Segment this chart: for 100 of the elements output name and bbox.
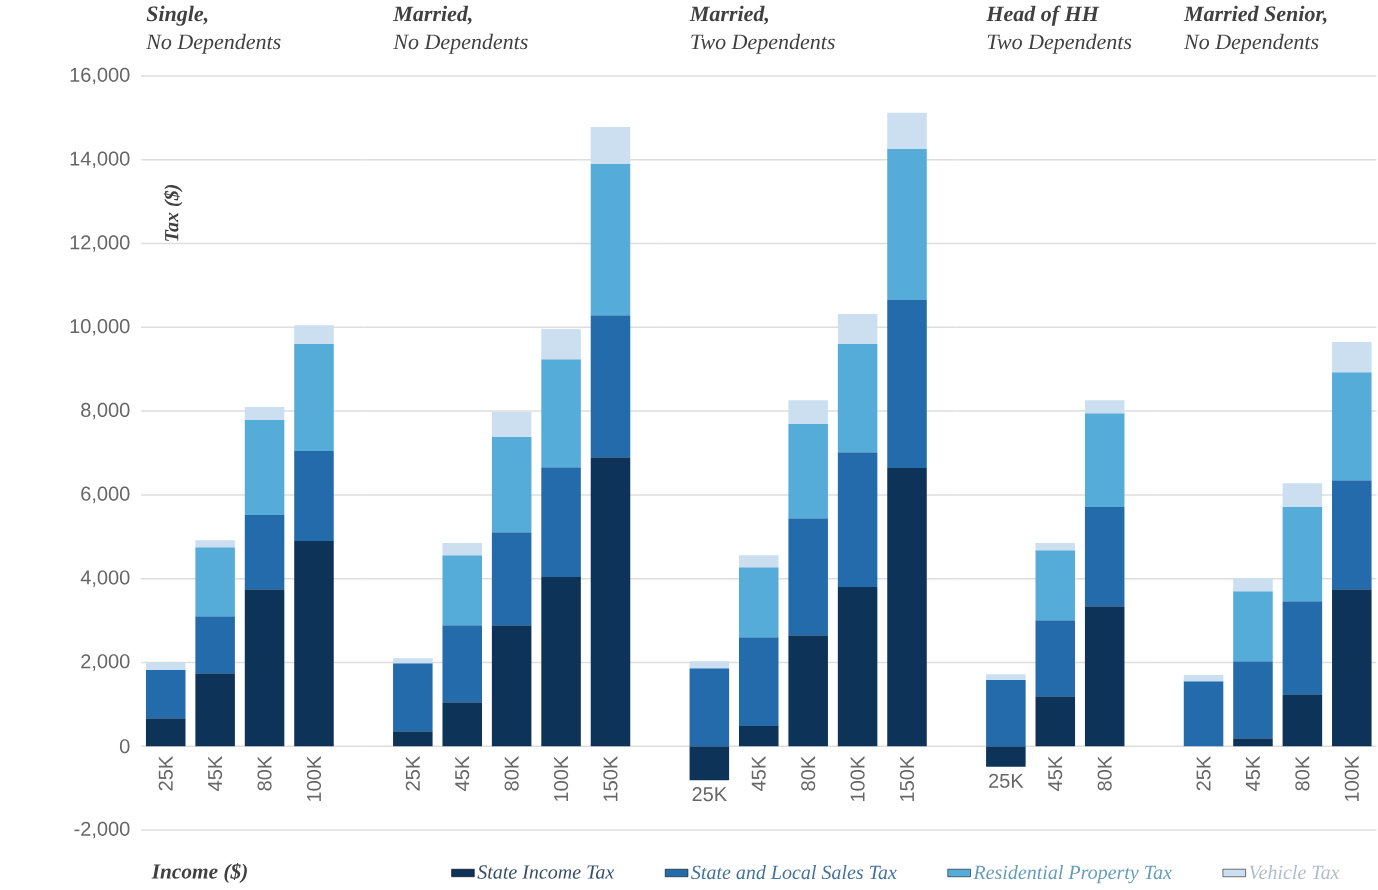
- bar: [1282, 601, 1323, 695]
- legend-label: State Income Tax: [477, 865, 615, 879]
- bar: [590, 315, 631, 458]
- x-tick-label: 25K: [989, 773, 1024, 788]
- bar: [590, 127, 631, 164]
- chart-title: Head of HH: [986, 5, 1100, 26]
- bar: [738, 637, 779, 727]
- bar: [887, 300, 927, 469]
- x-tick-label: 100K: [553, 756, 569, 801]
- bar: [393, 658, 433, 664]
- bar: [145, 669, 186, 719]
- bar: [541, 467, 581, 577]
- bar: [788, 635, 828, 747]
- bar: [145, 718, 186, 747]
- bar: [393, 663, 433, 732]
- bar: [1084, 413, 1125, 508]
- x-tick-label: 25K: [158, 756, 173, 791]
- y-axis-title: Tax ($): [163, 184, 183, 241]
- bar: [491, 625, 532, 747]
- bar: [1282, 507, 1323, 602]
- x-tick-label: 25K: [692, 787, 727, 802]
- x-tick-label: 45K: [751, 756, 766, 791]
- x-tick-label: 25K: [405, 756, 420, 791]
- bar: [491, 411, 532, 438]
- bar: [1332, 589, 1372, 747]
- bar: [590, 163, 631, 316]
- bar: [1035, 543, 1076, 551]
- x-tick-label: 100K: [850, 756, 865, 801]
- bar: [1282, 483, 1323, 508]
- bar: [788, 424, 828, 519]
- bar: [1332, 480, 1372, 590]
- bar: [541, 359, 581, 468]
- bar: [986, 674, 1026, 681]
- bar: [442, 625, 482, 703]
- bar: [294, 325, 334, 345]
- bar: [738, 567, 779, 638]
- bar: [590, 457, 631, 747]
- x-tick-label: 80K: [1097, 756, 1112, 791]
- bar: [837, 452, 878, 588]
- bar: [1233, 661, 1273, 739]
- bar: [837, 344, 878, 453]
- bar: [145, 662, 186, 670]
- x-tick-label: 150K: [899, 756, 915, 801]
- bar: [244, 419, 285, 515]
- bar: [689, 746, 730, 781]
- chart-subtitle: Two Dependents: [987, 33, 1132, 54]
- bar: [1035, 696, 1076, 747]
- y-tick-label: 2,000: [81, 654, 130, 671]
- bar: [491, 437, 532, 533]
- chart-subtitle: No Dependents: [146, 33, 281, 54]
- bar: [442, 555, 482, 626]
- chart-title: Married,: [689, 5, 769, 25]
- bar: [738, 555, 779, 568]
- y-tick-label: -2,000: [74, 821, 130, 839]
- bar: [689, 661, 730, 669]
- x-tick-label: 80K: [1295, 756, 1310, 791]
- bar: [837, 313, 878, 345]
- bar: [1332, 372, 1372, 481]
- bar: [1332, 341, 1372, 373]
- bar: [887, 112, 927, 149]
- bar: [244, 514, 285, 590]
- bar: [195, 673, 235, 747]
- y-tick-label: 6,000: [81, 486, 130, 504]
- bar: [1233, 738, 1273, 747]
- bar: [195, 547, 235, 617]
- bar: [1084, 400, 1125, 414]
- x-tick-label: 100K: [306, 756, 322, 801]
- y-tick-label: 10,000: [70, 319, 130, 336]
- x-tick-label: 80K: [801, 756, 816, 791]
- bar: [837, 587, 878, 747]
- bar: [887, 468, 927, 747]
- y-tick-label: 0: [119, 739, 130, 754]
- bar: [195, 540, 235, 548]
- bar: [1035, 620, 1076, 697]
- x-tick-label: 45K: [1245, 756, 1260, 791]
- bar: [738, 726, 779, 747]
- bar: [491, 532, 532, 626]
- y-tick-label: 14,000: [70, 151, 130, 169]
- bar: [294, 540, 334, 747]
- chart-subtitle: No Dependents: [1183, 33, 1319, 54]
- x-tick-label: 45K: [1048, 756, 1063, 791]
- bar: [986, 680, 1026, 747]
- chart-subtitle: No Dependents: [393, 33, 528, 54]
- x-tick-label: 80K: [504, 756, 519, 791]
- bar: [1183, 675, 1224, 682]
- bar: [1035, 550, 1076, 621]
- y-tick-label: 8,000: [81, 402, 130, 420]
- bar: [541, 576, 581, 747]
- bar: [1183, 681, 1224, 747]
- x-tick-label: 80K: [257, 756, 272, 791]
- y-tick-label: 12,000: [70, 235, 130, 252]
- bar: [1084, 507, 1125, 607]
- x-tick-label: 45K: [208, 756, 223, 791]
- bar: [442, 702, 482, 747]
- bar: [294, 450, 334, 541]
- x-tick-label: 45K: [455, 756, 470, 791]
- bar: [986, 746, 1026, 767]
- chart-title: Single,: [146, 5, 208, 26]
- bar: [442, 543, 482, 556]
- chart-title: Married,: [393, 5, 472, 25]
